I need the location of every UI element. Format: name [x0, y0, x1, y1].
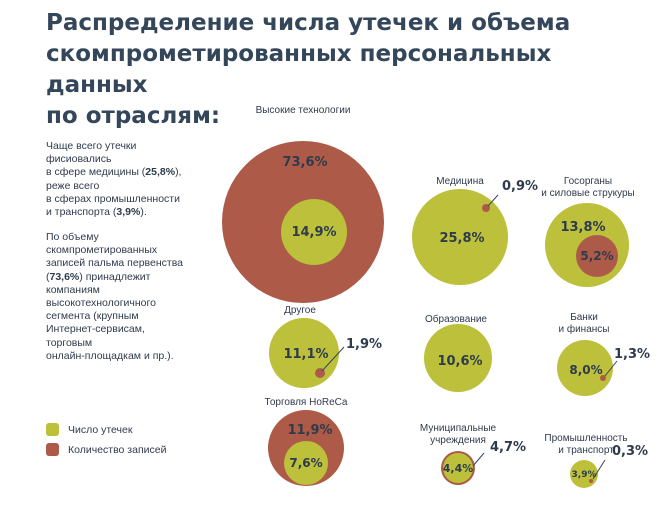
leaks-bubble: [281, 199, 347, 265]
leaks-bubble: [443, 453, 473, 483]
category-label: Торговля HoReCa: [265, 397, 348, 408]
records-bubble: [576, 235, 618, 277]
leaks-value-label: 3,9%: [572, 470, 597, 480]
leaks-summary-text: Чаще всего утечки фисиовались в сфере ме…: [46, 140, 206, 219]
leaks-summary-max-value: 25,8%: [145, 166, 176, 179]
category-label: Образование: [425, 313, 487, 325]
legend-label: Количество записей: [68, 443, 167, 456]
leaks-bubble: [412, 189, 508, 285]
leaks-bubble: [284, 441, 328, 485]
records-value-label: 1,3%: [614, 347, 650, 362]
legend-item-leaks: Число утечек: [46, 423, 132, 436]
leader-line: [604, 360, 618, 377]
leader-line: [472, 452, 485, 467]
leader-line: [592, 459, 606, 480]
records-summary-text: По объему скомпрометированных записей па…: [46, 231, 206, 363]
leaks-summary-part: ).: [140, 206, 147, 219]
leaks-value-label: 10,6%: [437, 354, 482, 369]
leaks-summary-min-value: 3,9%: [116, 206, 141, 219]
category-label: Высокие технологии: [256, 105, 351, 116]
leaks-value-label: 8,0%: [569, 363, 602, 377]
leaks-bubble: [557, 340, 613, 396]
legend-label: Число утечек: [68, 423, 133, 436]
leaks-value-label: 4,4%: [443, 462, 474, 475]
title-line: по отраслям:: [46, 103, 221, 129]
title-line: Распределение числа утечек и объема: [46, 10, 571, 36]
leaks-summary-part: Чаще всего утечки фисиовались в сфере ме…: [46, 140, 146, 179]
leaks-value-label: 13,8%: [560, 220, 605, 235]
category-label: Медицина: [436, 176, 484, 187]
legend-swatch-leaks: [46, 423, 59, 436]
leaks-value-label: 11,1%: [283, 347, 328, 362]
leaks-value-label: 25,8%: [439, 231, 484, 246]
category-label: Банки: [570, 312, 598, 323]
category-label: Муниципальные: [420, 423, 497, 434]
category-label: Промышленность: [544, 433, 627, 444]
chart-title: Распределение числа утечек и объема ском…: [46, 8, 646, 132]
records-bubble: [589, 479, 593, 483]
leaks-bubble: [424, 324, 492, 392]
title-line: скомпрометированных персональных данных: [46, 41, 552, 98]
leader-line: [487, 194, 499, 207]
legend-swatch-records: [46, 443, 59, 456]
records-value-label: 0,9%: [502, 179, 538, 194]
leaks-value-label: 7,6%: [289, 456, 322, 470]
category-label: Другое: [284, 305, 316, 316]
leaks-value-label: 14,9%: [291, 225, 336, 240]
legend-item-records: Количество записей: [46, 443, 166, 456]
records-value-label: 73,6%: [282, 155, 327, 170]
records-value-label: 0,3%: [612, 444, 648, 459]
records-value-label: 5,2%: [580, 249, 613, 263]
records-summary-part: По объему скомпрометированных записей па…: [46, 231, 183, 283]
category-label: Госорганы: [564, 176, 612, 187]
records-bubble: [600, 375, 606, 381]
category-label: и силовые струкуры: [541, 188, 634, 199]
category-label: и финансы: [559, 323, 610, 335]
records-summary-part: ) принадлежит компаниям высокотехнологич…: [46, 270, 174, 362]
records-value-label: 1,9%: [346, 337, 382, 352]
records-value-label: 11,9%: [287, 423, 332, 438]
category-label: учреждения: [430, 435, 486, 446]
records-summary-max-value: 73,6%: [49, 270, 80, 283]
leaks-summary-part: ), реже всего в сферах промышленности и …: [46, 166, 182, 219]
records-value-label: 4,7%: [490, 440, 526, 455]
leader-line: [321, 346, 345, 372]
category-label: и транспорт: [558, 445, 614, 456]
